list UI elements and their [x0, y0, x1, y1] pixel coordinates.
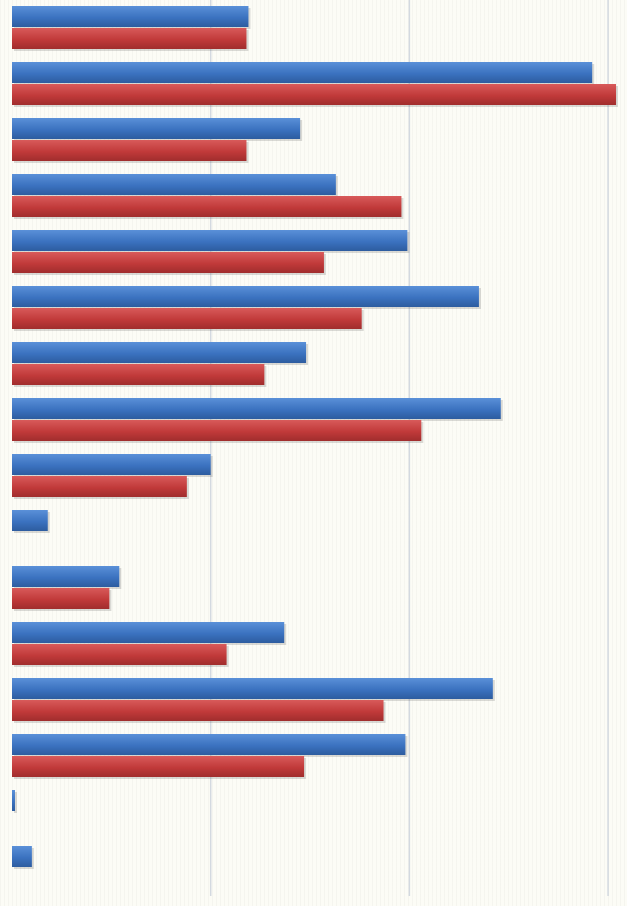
bar-series-2-row-4	[12, 196, 402, 217]
bar-series-1-row-11	[12, 566, 120, 587]
bar-series-1-row-6	[12, 286, 479, 307]
bar-series-1-row-7	[12, 342, 307, 363]
bar-series-2-row-3	[12, 140, 247, 161]
bars	[12, 6, 619, 869]
bar-series-1-row-10	[12, 510, 48, 531]
bar-group-5	[12, 230, 410, 275]
bar-series-1-row-8	[12, 398, 501, 419]
bar-group-16	[12, 846, 34, 869]
bar-group-9	[12, 454, 213, 499]
bar-series-1-row-14	[12, 734, 406, 755]
bar-series-2-row-14	[12, 756, 305, 777]
bar-series-1-row-16	[12, 846, 32, 867]
bar-series-2-row-8	[12, 420, 422, 441]
bar-series-1-row-4	[12, 174, 336, 195]
bar-series-1-row-1	[12, 6, 249, 27]
bar-group-11	[12, 566, 122, 611]
bar-group-1	[12, 6, 251, 51]
bar-group-8	[12, 398, 503, 443]
bar-series-1-row-15	[12, 790, 15, 811]
bar-series-1-row-3	[12, 118, 301, 139]
bar-group-14	[12, 734, 408, 779]
bar-group-6	[12, 286, 481, 331]
bar-group-15	[12, 790, 17, 813]
bar-group-13	[12, 678, 495, 723]
bar-series-2-row-5	[12, 252, 324, 273]
bar-shadow	[14, 792, 17, 813]
bar-series-2-row-6	[12, 308, 362, 329]
bar-series-2-row-9	[12, 476, 187, 497]
bar-series-1-row-13	[12, 678, 493, 699]
bar-series-2-row-11	[12, 588, 110, 609]
bar-series-1-row-9	[12, 454, 211, 475]
bar-series-2-row-1	[12, 28, 247, 49]
bar-group-2	[12, 62, 619, 107]
bar-group-12	[12, 622, 287, 667]
bar-series-1-row-5	[12, 230, 408, 251]
bar-series-2-row-13	[12, 700, 384, 721]
bar-series-1-row-2	[12, 62, 593, 83]
bar-series-2-row-7	[12, 364, 265, 385]
bar-series-2-row-12	[12, 644, 227, 665]
bar-series-1-row-12	[12, 622, 285, 643]
bar-group-3	[12, 118, 303, 163]
bar-group-4	[12, 174, 404, 219]
bar-group-7	[12, 342, 309, 387]
bar-series-2-row-2	[12, 84, 617, 105]
bar-group-10	[12, 510, 50, 533]
